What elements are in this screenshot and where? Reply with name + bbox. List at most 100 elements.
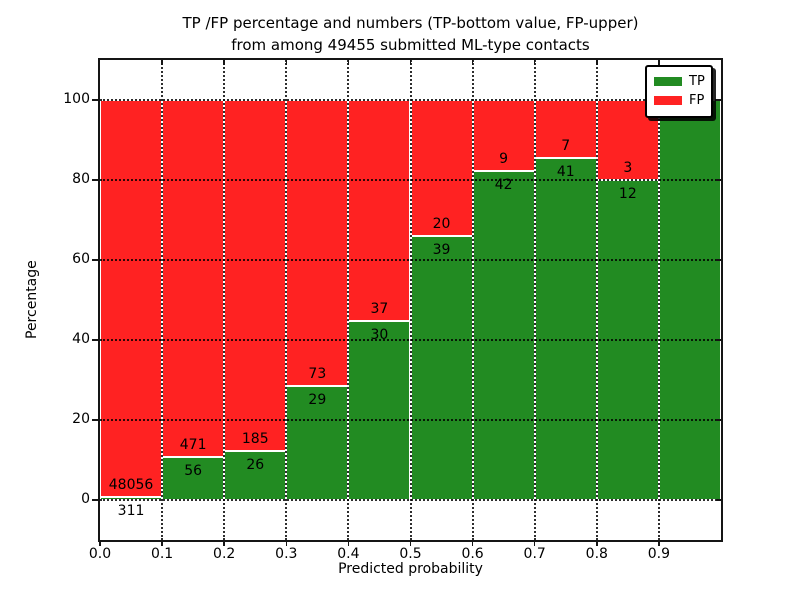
y-gridline	[100, 419, 721, 421]
legend-swatch-fp-icon	[654, 96, 682, 105]
bar-tp-segment	[472, 170, 535, 500]
fp-count-label: 48056	[108, 477, 154, 494]
bar-fp-segment	[162, 100, 225, 458]
chart-title-line2: from among 49455 submitted ML-type conta…	[231, 36, 590, 54]
y-gridline	[100, 99, 721, 101]
y-tick-label: 20	[72, 411, 90, 427]
fp-count-label: 9	[499, 150, 509, 167]
x-tick-label: 0.0	[88, 546, 112, 562]
x-tick-label: 0.3	[275, 546, 298, 562]
legend-item-tp: TP	[654, 72, 705, 91]
y-tick-label: 40	[72, 331, 90, 347]
tp-count-label: 41	[556, 164, 575, 181]
bar-tp-segment	[534, 158, 597, 500]
x-tick-mark	[285, 541, 288, 546]
x-tick-label: 0.8	[585, 546, 608, 562]
tp-count-label: 42	[494, 176, 513, 193]
x-tick-mark	[99, 541, 101, 546]
x-tick-label: 0.7	[523, 546, 546, 562]
y-tick-mark-right	[716, 499, 721, 501]
x-gridline	[595, 60, 598, 540]
fp-count-label: 7	[561, 138, 571, 155]
tp-count-label: 56	[184, 463, 203, 480]
x-axis-label: Predicted probability	[338, 561, 483, 577]
fp-count-label: 3	[623, 160, 633, 176]
x-tick-mark	[161, 541, 163, 546]
x-gridline	[533, 60, 536, 540]
x-tick-mark	[533, 541, 536, 546]
y-tick-label: 60	[72, 251, 90, 267]
fp-count-label: 20	[432, 215, 451, 232]
bar-tp-segment	[348, 320, 411, 500]
y-tick-mark-right	[716, 339, 721, 341]
x-tick-label: 0.9	[647, 546, 671, 562]
x-tick-mark-top	[347, 60, 350, 65]
fp-count-label: 37	[370, 300, 389, 317]
y-tick-label: 100	[63, 91, 90, 107]
y-axis-label: Percentage	[24, 260, 40, 340]
bar-fp-segment	[100, 100, 163, 498]
x-tick-label: 0.6	[461, 546, 484, 562]
tp-count-label: 30	[370, 326, 389, 343]
x-tick-mark-top	[285, 60, 288, 65]
y-tick-mark	[92, 99, 98, 101]
x-gridline	[471, 60, 474, 540]
x-tick-mark	[347, 541, 350, 546]
bar-fp-segment	[348, 100, 411, 321]
x-tick-label: 0.5	[399, 546, 422, 562]
legend-label-fp: FP	[689, 93, 705, 108]
x-tick-mark-top	[223, 60, 225, 65]
x-gridline	[657, 60, 660, 540]
y-tick-mark	[92, 499, 98, 501]
x-tick-mark	[658, 541, 660, 546]
x-tick-label: 0.4	[337, 546, 360, 562]
fp-count-label: 73	[308, 366, 327, 383]
x-tick-mark	[409, 541, 412, 546]
y-tick-mark-right	[716, 99, 721, 101]
legend-swatch-tp-icon	[654, 77, 682, 86]
x-tick-mark-top	[658, 60, 660, 65]
bar-fp-segment	[286, 100, 349, 387]
x-tick-mark-top	[596, 60, 598, 65]
chart-title: TP /FP percentage and numbers (TP-bottom…	[100, 12, 721, 56]
x-tick-mark-top	[161, 60, 163, 65]
tp-count-label: 29	[308, 392, 327, 409]
x-gridline	[161, 60, 164, 540]
x-tick-mark-top	[471, 60, 474, 65]
tp-count-label: 26	[246, 456, 265, 473]
legend-item-fp: FP	[654, 91, 704, 110]
y-tick-label: 80	[72, 171, 90, 187]
y-gridline	[100, 499, 721, 501]
y-tick-label: 0	[81, 491, 90, 507]
x-tick-label: 0.1	[150, 546, 174, 562]
legend: TP FP	[645, 65, 713, 118]
plot-area: 4805631147156185267329373020399427413120…	[98, 58, 723, 542]
y-gridline	[100, 339, 721, 341]
y-tick-mark	[92, 179, 98, 181]
fp-count-label: 185	[241, 430, 269, 447]
x-tick-mark	[223, 541, 225, 546]
y-tick-mark-right	[716, 179, 721, 181]
tp-count-label: 39	[432, 241, 451, 258]
x-gridline	[223, 60, 226, 540]
x-gridline	[347, 60, 350, 540]
tp-count-label: 311	[117, 503, 145, 520]
x-tick-label: 0.2	[213, 546, 236, 562]
x-tick-mark	[471, 541, 474, 546]
chart-title-line1: TP /FP percentage and numbers (TP-bottom…	[182, 14, 639, 32]
y-tick-mark	[92, 259, 98, 261]
tp-count-label: 12	[618, 186, 637, 202]
x-gridline	[285, 60, 288, 540]
x-tick-mark-top	[533, 60, 536, 65]
y-tick-mark	[92, 419, 98, 421]
y-gridline	[100, 259, 721, 261]
x-gridline	[409, 60, 412, 540]
x-tick-mark	[596, 541, 598, 546]
y-tick-mark	[92, 339, 98, 341]
y-gridline	[100, 179, 721, 181]
y-tick-mark-right	[716, 419, 721, 421]
y-tick-mark-right	[716, 259, 721, 261]
legend-label-tp: TP	[689, 74, 705, 89]
fp-count-label: 471	[179, 437, 207, 454]
